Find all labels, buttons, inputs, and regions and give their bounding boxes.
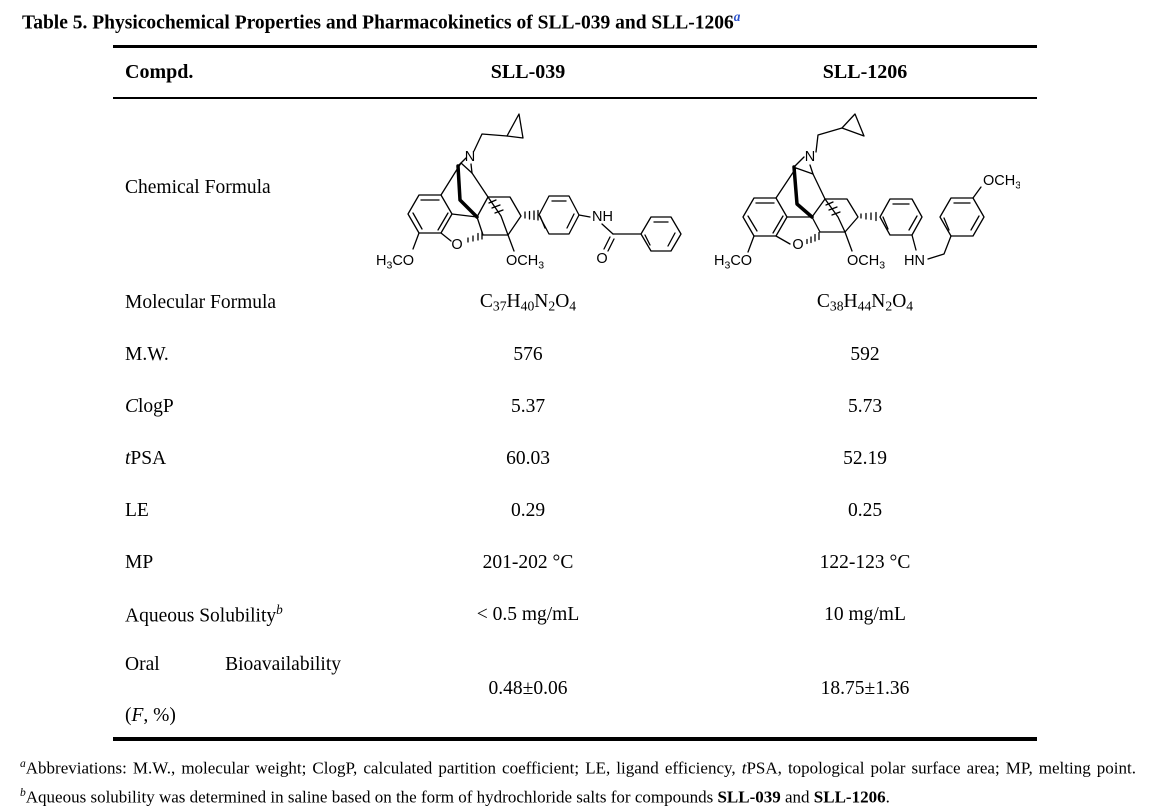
value-sll-039: 60.03 [506,448,550,469]
ring-c [811,198,859,233]
ring-c [476,196,522,236]
value-sll-1206: 10 mg/mL [824,604,906,625]
value-sll-039: 0.48±0.06 [488,678,568,699]
aromatic-ring-a [407,194,453,234]
oral-label-line1: Oral Bioavailability [125,654,341,675]
row-label: tPSA [125,448,167,469]
furan-o-label: O [451,237,462,253]
row-le: LE 0.29 0.25 [113,485,1037,537]
sll-1206-structure-drawing: N H3CO O OCH3 HN OCH3 [714,113,1020,272]
value-sll-039: 576 [513,344,543,365]
nh-label: NH [592,209,613,225]
meta-phenyl-ring [879,198,923,236]
row-tpsa: tPSA 60.03 52.19 [113,433,1037,485]
value-sll-1206: 122-123 °C [819,552,911,573]
hashed-bond-c7-aryl [860,211,877,222]
value-sll-039: < 0.5 mg/mL [476,604,580,625]
value-sll-039: 5.37 [510,396,546,417]
row-chemical-formula: Chemical Formula [113,99,1037,277]
row-label-chemical-formula: Chemical Formula [125,177,271,198]
row-label: LE [125,500,149,521]
aromatic-ring-a [742,197,788,237]
methoxyphenyl-ring [939,197,985,237]
value-sll-1206: 0.25 [847,500,883,521]
benzoyl-phenyl-ring [640,216,682,252]
value-sll-1206: 52.19 [843,448,887,469]
carbonyl-double-bond [603,236,615,252]
value-sll-1206: 5.73 [847,396,883,417]
och3-label: OCH3 [506,253,544,272]
row-aqueous-solubility: Aqueous Solubilityb < 0.5 mg/mL 10 mg/mL [113,589,1037,641]
value-sll-039: 201-202 °C [482,552,574,573]
row-label: Aqueous Solubilityb [125,602,283,627]
och3-label: OCH3 [847,253,885,272]
header-sll-039: SLL-039 [490,61,566,83]
furan-o-label: O [792,237,803,253]
table-title: Table 5. Physicochemical Properties and … [22,9,741,34]
cyclopropane-ring [506,113,524,139]
header-compd: Compd. [125,61,194,83]
properties-table: Compd. SLL-039 SLL-1206 Chemical Formula [113,45,1037,741]
value-sll-039: 0.29 [510,500,546,521]
row-label: Oral Bioavailability (F, %) [113,641,363,737]
sll-039-structure-drawing: N H3CO O OCH3 NH O [376,113,682,272]
hashed-bond-c7-aryl [524,209,539,221]
carbonyl-o-label: O [596,251,607,267]
value-sll-1206: 18.75±1.36 [820,678,910,699]
row-label: MP [125,552,154,573]
row-mw: M.W. 576 592 [113,329,1037,381]
value-sll-039: C37H40N2O4 [479,291,577,314]
row-label: Molecular Formula [125,292,277,313]
value-sll-1206: C38H44N2O4 [816,291,914,314]
row-clogp: ClogP 5.37 5.73 [113,381,1037,433]
hashed-bond-o-c5 [467,231,483,243]
h3co-label: H3CO [714,253,752,272]
cyclopropane-ring [841,113,865,137]
row-oral-bioavailability: Oral Bioavailability (F, %) 0.48±0.06 18… [113,641,1037,741]
hashed-bond-o-c5 [806,231,820,245]
hn-label: HN [904,253,925,269]
row-mp: MP 201-202 °C 122-123 °C [113,537,1037,589]
table-header-row: Compd. SLL-039 SLL-1206 [113,48,1037,99]
oral-label-line2: (F, %) [125,705,176,726]
row-label: M.W. [125,344,169,365]
row-molecular-formula: Molecular Formula C37H40N2O4 C38H44N2O4 [113,277,1037,329]
bold-bridge-bond [456,164,479,219]
n-label: N [805,149,815,165]
och3-top-label: OCH3 [983,173,1020,192]
table-footnote: aAbbreviations: M.W., molecular weight; … [20,757,1136,807]
h3co-label: H3CO [376,253,414,272]
value-sll-1206: 592 [850,344,880,365]
header-sll-1206: SLL-1206 [822,61,908,83]
n-label: N [465,149,475,165]
row-label: ClogP [125,396,174,417]
bold-bridge-bond [792,165,814,219]
